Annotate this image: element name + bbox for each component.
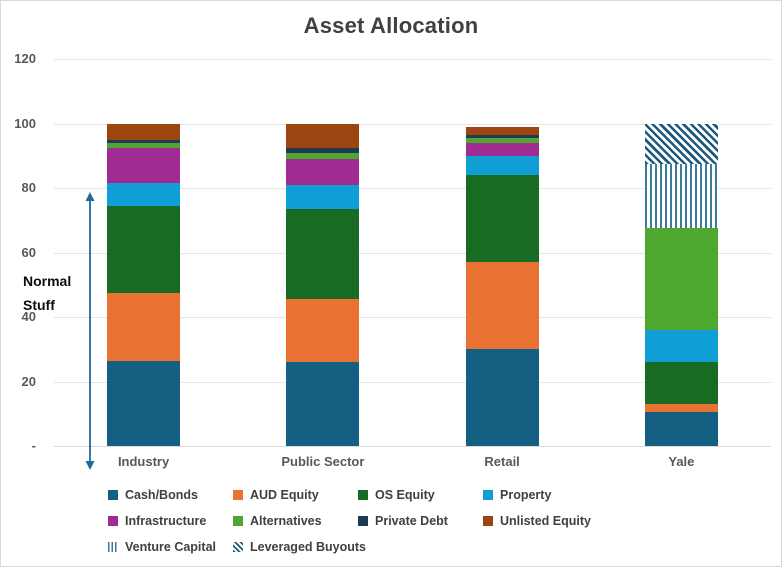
bar-retail: [465, 126, 539, 446]
legend-label: Venture Capital: [125, 540, 216, 554]
bar-segment[interactable]: [465, 142, 539, 156]
bar-segment[interactable]: [286, 147, 360, 153]
gridline: [54, 317, 771, 318]
gridline: [54, 446, 771, 447]
bar-segment[interactable]: [644, 404, 718, 413]
bar-segment[interactable]: [286, 158, 360, 185]
legend-swatch-icon: [108, 516, 118, 526]
bar-segment[interactable]: [644, 362, 718, 405]
bar-public-sector: [286, 123, 360, 447]
annotation-line-1: Normal: [23, 273, 72, 289]
bar-segment[interactable]: [465, 262, 539, 350]
gridline: [54, 252, 771, 254]
bar-segment[interactable]: [644, 228, 718, 330]
legend-swatch-icon: [233, 490, 243, 500]
bar-segment[interactable]: [644, 329, 718, 363]
legend-row: Venture Capital Leveraged Buyouts: [108, 534, 781, 560]
y-axis-tick: 60: [21, 244, 36, 260]
legend-label: Property: [500, 488, 552, 502]
bar-segment[interactable]: [465, 349, 539, 446]
category-label: Yale: [668, 454, 695, 469]
gridline: [54, 123, 771, 125]
bar-industry: [107, 123, 181, 447]
annotation-normal-stuff: Normal Stuff: [23, 269, 71, 317]
legend-label: Leveraged Buyouts: [250, 540, 367, 554]
gridline: [54, 59, 771, 60]
bar-segment[interactable]: [107, 183, 181, 206]
bar-segment[interactable]: [286, 123, 360, 148]
legend-label: Alternatives: [250, 514, 322, 528]
bar-segment[interactable]: [644, 412, 718, 446]
legend-label: Unlisted Equity: [500, 514, 591, 528]
gridline: [54, 381, 771, 383]
bar-segment[interactable]: [465, 134, 539, 138]
bar-segment[interactable]: [286, 184, 360, 209]
y-axis-tick: 20: [21, 373, 36, 389]
legend-label: Cash/Bonds: [125, 488, 198, 502]
legend-swatch-icon: [108, 542, 118, 552]
legend-row: Cash/Bonds AUD Equity OS Equity Property: [108, 482, 781, 508]
bar-segment[interactable]: [107, 360, 181, 446]
bar-segment[interactable]: [644, 163, 718, 229]
annotation-line-2: Stuff: [23, 297, 55, 313]
legend-swatch-icon: [358, 490, 368, 500]
legend-item[interactable]: Property: [483, 488, 608, 502]
legend-item[interactable]: Alternatives: [233, 514, 358, 528]
y-axis-tick: 40: [21, 309, 36, 324]
legend-swatch-icon: [233, 516, 243, 526]
legend-swatch-icon: [108, 490, 118, 500]
bar-segment[interactable]: [286, 299, 360, 363]
legend: Cash/Bonds AUD Equity OS Equity Property Inf…: [1, 482, 781, 560]
y-axis-tick: 100: [14, 115, 36, 131]
bar-segment[interactable]: [107, 123, 181, 140]
bar-segment[interactable]: [286, 362, 360, 446]
category-label: Industry: [117, 454, 170, 469]
legend-item[interactable]: Venture Capital: [108, 540, 233, 554]
y-axis-tick: 80: [21, 180, 36, 195]
bar-segment[interactable]: [286, 208, 360, 300]
legend-label: Infrastructure: [125, 514, 207, 528]
legend-item[interactable]: Infrastructure: [108, 514, 233, 528]
bar-segment[interactable]: [644, 123, 718, 164]
gridline: [54, 188, 771, 189]
legend-item[interactable]: OS Equity: [358, 488, 483, 502]
legend-label: Private Debt: [375, 514, 448, 528]
legend-swatch-icon: [483, 516, 493, 526]
bar-segment[interactable]: [286, 152, 360, 159]
bar-segment[interactable]: [465, 175, 539, 263]
bar-segment[interactable]: [107, 292, 181, 361]
y-axis-tick: -: [31, 438, 36, 453]
bar-yale: [644, 123, 718, 447]
category-label: Public Sector: [281, 454, 365, 469]
legend-item[interactable]: Private Debt: [358, 514, 483, 528]
legend-item[interactable]: Unlisted Equity: [483, 514, 608, 528]
legend-label: AUD Equity: [250, 488, 319, 502]
bar-segment[interactable]: [465, 155, 539, 176]
legend-row: Infrastructure Alternatives Private Debt Un…: [108, 508, 781, 534]
legend-item[interactable]: Cash/Bonds: [108, 488, 233, 502]
chart-title: Asset Allocation: [303, 13, 479, 38]
bar-segment[interactable]: [107, 139, 181, 143]
legend-item[interactable]: Leveraged Buyouts: [233, 540, 366, 554]
legend-swatch-icon: [358, 516, 368, 526]
bar-segment[interactable]: [107, 147, 181, 184]
bar-segment[interactable]: [107, 142, 181, 148]
bar-segment[interactable]: [465, 137, 539, 143]
legend-label: OS Equity: [375, 488, 435, 502]
category-label: Retail: [484, 454, 520, 469]
y-axis-tick: 120: [14, 51, 36, 66]
bar-segment[interactable]: [107, 205, 181, 293]
range-arrow-icon: [85, 192, 95, 470]
bar-segment[interactable]: [465, 126, 539, 135]
legend-item[interactable]: AUD Equity: [233, 488, 358, 502]
legend-swatch-icon: [233, 542, 243, 552]
legend-swatch-icon: [483, 490, 493, 500]
